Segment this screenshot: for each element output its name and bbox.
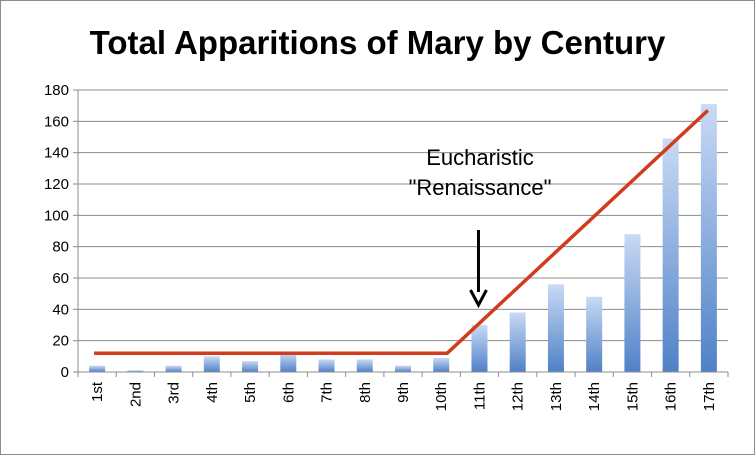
x-tick-label: 6th [280,382,297,403]
y-tick-label: 120 [44,176,69,193]
x-tick-label: 7th [319,382,336,403]
bar-4th [203,356,220,372]
y-tick-label: 20 [52,333,69,350]
y-tick-label: 0 [61,364,69,381]
bar-17th [700,104,717,372]
y-tick-label: 140 [44,145,69,162]
bar-8th [356,359,373,372]
bar-12th [509,312,526,372]
axes: 0 20 40 60 80 100 120 140 160 180 1st 2nd 3rd 4th 5th 6… [44,82,729,411]
grid-lines [78,89,728,342]
trend-line-path [94,109,710,355]
bar-14th [586,296,603,372]
chart-title: Total Apparitions of Mary by Century [89,24,666,61]
x-tick-label: 13th [548,382,565,411]
x-tick-label: 8th [357,382,374,403]
bar-7th [318,359,335,372]
x-tick-label: 5th [242,382,259,403]
bar-6th [280,353,297,372]
x-tick-label: 15th [624,382,641,411]
bars [89,104,717,372]
bar-16th [662,138,679,372]
y-tick-label: 40 [52,301,69,318]
bar-5th [242,361,259,372]
x-tick-label: 2nd [127,382,144,407]
x-tick-label: 11th [471,382,488,410]
y-tick-label: 60 [52,270,69,287]
x-tick-label: 3rd [166,382,183,404]
x-tick-label: 4th [204,382,221,403]
bar-13th [547,284,564,372]
y-tick-label: 100 [44,207,69,224]
bar-9th [395,365,411,372]
x-tick-label: 1st [89,381,106,402]
annotation-arrow-head [469,289,488,309]
x-tick-label: 17th [701,382,718,411]
x-tick-label: 16th [663,382,680,411]
trend-line [94,109,710,355]
annotation: Eucharistic "Renaissance" [409,145,552,309]
bar-3rd [165,365,182,372]
annotation-text: Eucharistic [426,145,534,170]
bar-2nd [127,370,144,372]
y-tick-label: 160 [44,113,69,130]
bar-15th [624,234,641,372]
x-tick-label: 14th [586,382,603,411]
x-tick-label: 10th [433,382,450,411]
bar-10th [433,357,450,372]
bar-11th [471,325,488,372]
x-tick-label: 12th [510,382,527,411]
bar-1st [89,365,106,372]
y-tick-label: 180 [44,82,69,99]
y-tick-label: 80 [52,239,69,256]
annotation-text: "Renaissance" [409,175,552,200]
x-tick-label: 9th [395,382,412,403]
